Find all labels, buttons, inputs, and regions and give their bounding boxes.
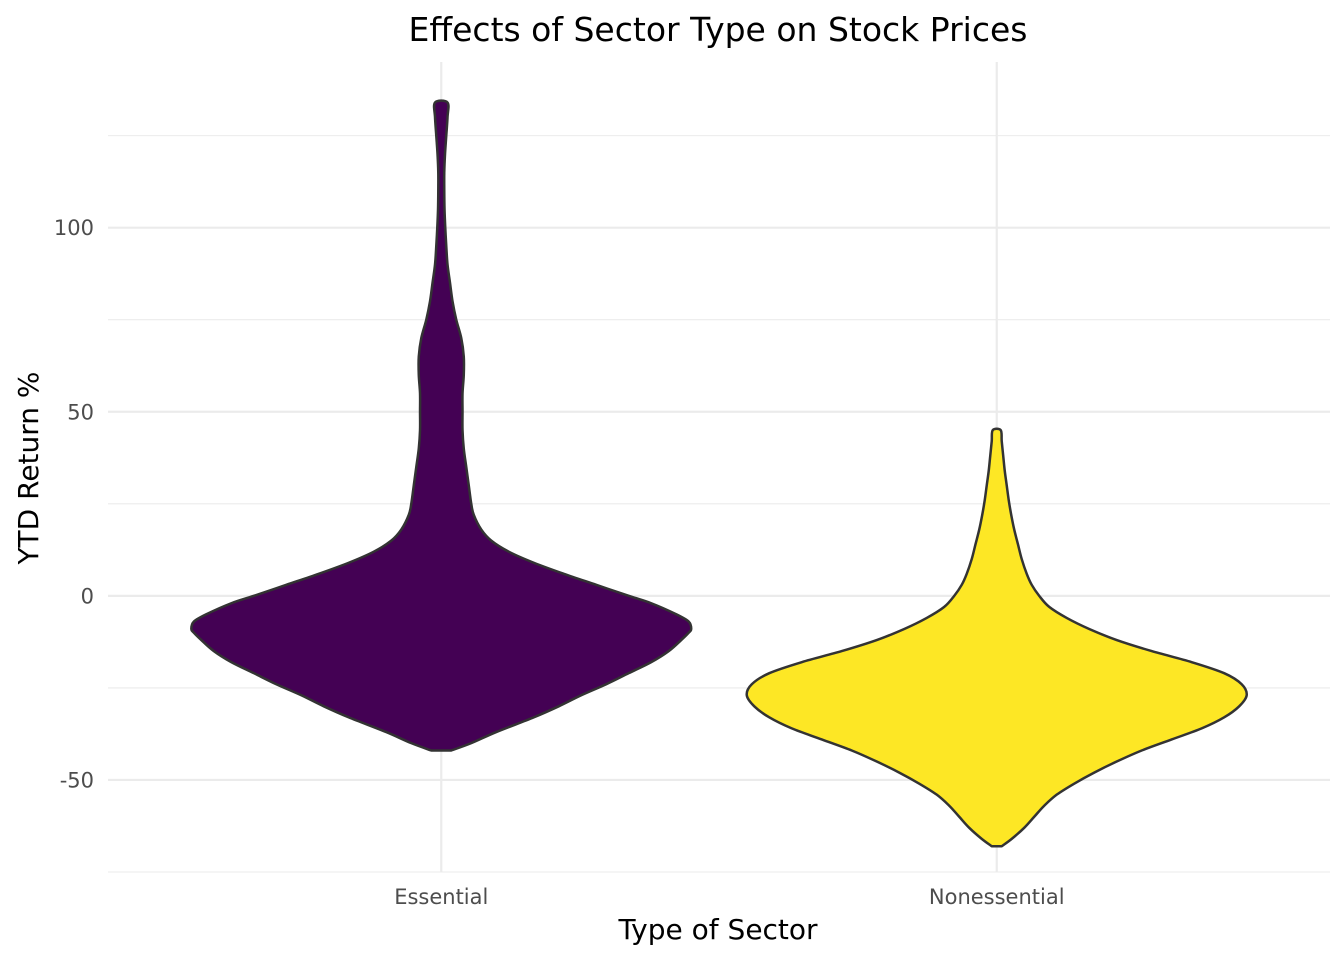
violins	[190, 99, 1248, 848]
y-tick-label-3: 100	[54, 216, 94, 240]
y-axis-title: YTD Return %	[12, 371, 45, 565]
y-tick-label-2: 50	[67, 400, 94, 424]
axes: -50 0 50 100 Essential Nonessential	[54, 216, 1065, 909]
x-axis-title: Type of Sector	[617, 913, 818, 946]
gridlines	[108, 62, 1330, 873]
violin-essential	[190, 99, 693, 752]
y-tick-label-1: 0	[81, 584, 94, 608]
x-tick-label-essential: Essential	[394, 885, 488, 909]
chart-title: Effects of Sector Type on Stock Prices	[409, 10, 1028, 49]
violin-nonessential	[745, 427, 1248, 848]
y-tick-label-0: -50	[60, 768, 94, 792]
x-tick-label-nonessential: Nonessential	[929, 885, 1065, 909]
